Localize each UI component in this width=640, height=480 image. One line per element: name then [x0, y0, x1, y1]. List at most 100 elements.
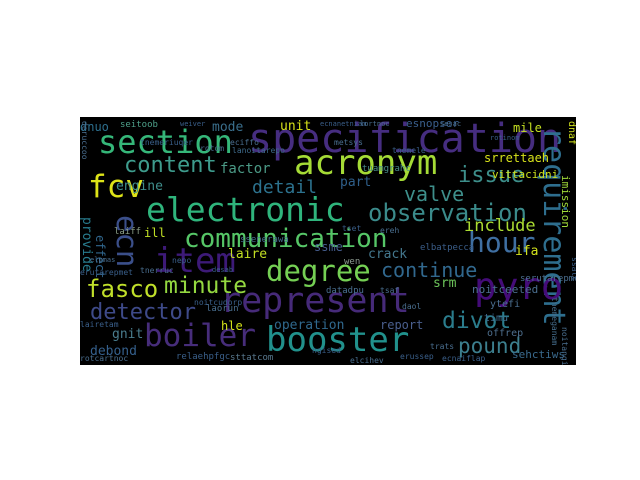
- word-hle: hle: [221, 319, 243, 333]
- word-effect: effect: [93, 235, 107, 279]
- word-trats: trats: [430, 342, 455, 351]
- word-weiver: weiver: [180, 120, 206, 128]
- word-laire: laire: [228, 247, 268, 262]
- word-section: section: [98, 123, 233, 161]
- word-dnaf: dnaf: [566, 121, 576, 146]
- word-tsaf: tsaf: [380, 286, 400, 295]
- word-fasco: fasco: [86, 275, 159, 303]
- word-vittacidni: vittacidni: [492, 168, 559, 181]
- word-rotinom: rotinom: [490, 134, 520, 142]
- word-detector: detector: [90, 300, 196, 325]
- word-erussep: erussep: [400, 352, 434, 361]
- word-ytefi: ytefi: [490, 299, 521, 310]
- word-continue: continue: [381, 258, 478, 282]
- word-desab: desab: [212, 266, 234, 274]
- word-nepo: nepo: [172, 256, 192, 265]
- word-relaehpfgc: relaehpfgc: [176, 352, 231, 362]
- word-mile: mile: [513, 121, 542, 135]
- word-crack: crack: [368, 247, 408, 262]
- word-ssme: ssme: [314, 240, 343, 254]
- word-tnemeriuqer: tnemeriuqer: [140, 138, 193, 147]
- word-issue: issue: [458, 163, 525, 188]
- word-laiff: laiff: [114, 227, 142, 237]
- word-electronic: electronic: [146, 190, 345, 229]
- word-noitangised: noitangised: [560, 327, 569, 365]
- word-item: item: [154, 241, 236, 281]
- word-report: report: [380, 318, 424, 332]
- word-dnuo: dnuo: [80, 120, 109, 134]
- word-factor: factor: [220, 161, 271, 177]
- word-sttatcom: sttatcom: [230, 353, 274, 363]
- word-timu: timu: [484, 313, 509, 324]
- word-ereh: ereh: [380, 226, 400, 235]
- word-hour: hour: [468, 226, 536, 259]
- word-ssalc: ssalc: [570, 257, 576, 282]
- word-esnopser: esnopser: [406, 117, 459, 130]
- word-offrep: offrep: [487, 328, 524, 339]
- word-gnit: gnit: [112, 327, 144, 342]
- word-srm: srm: [433, 276, 457, 291]
- word-ecnanetniam: ecnanetniam: [320, 120, 367, 128]
- word-debond: debond: [90, 344, 137, 359]
- word-content: content: [124, 153, 217, 178]
- word-ifa: ifa: [515, 244, 539, 259]
- word-specification: specification: [248, 117, 562, 162]
- word-metsys: metsys: [334, 138, 363, 147]
- word-ecn: ecn: [110, 215, 144, 268]
- word-provide: provide: [80, 217, 94, 272]
- word-datadpu: datadpu: [326, 286, 364, 296]
- word-laorun: laorun: [206, 304, 239, 314]
- word-lanoitarepo: lanoitarepo: [232, 146, 285, 155]
- word-imission: imission: [559, 175, 572, 228]
- word-detail: detail: [252, 177, 318, 198]
- word-seitoob: seitoob: [120, 120, 158, 130]
- word-wen: wen: [344, 257, 361, 267]
- word-lairetam: lairetam: [80, 320, 119, 329]
- word-tnemele: tnemele: [392, 146, 426, 155]
- word-mode: mode: [212, 120, 244, 135]
- word-ecnaiflap: ecnaiflap: [442, 354, 486, 363]
- word-degree: degree: [266, 254, 371, 288]
- word-divot: divot: [442, 308, 512, 334]
- word-pound: pound: [458, 334, 522, 358]
- word-elbatpecca: elbatpecca: [420, 243, 475, 253]
- word-observation: observation: [368, 199, 527, 227]
- word-eciffo: eciffo: [230, 138, 259, 147]
- word-serutarepmet: serutarepmet: [520, 274, 576, 284]
- word-tnerruc: tnerruc: [140, 266, 174, 275]
- word-tuamgrahc: tuamgrahc: [362, 164, 411, 174]
- word-daol: daol: [402, 302, 422, 311]
- word-minute: minute: [164, 273, 248, 299]
- word-rotom: rotom: [200, 144, 225, 153]
- word-cloud: specification section acronym content fcv ele…: [80, 117, 576, 365]
- word-part: part: [340, 175, 372, 190]
- word-ill: ill: [144, 226, 166, 240]
- word-sesac: sesac: [440, 120, 462, 128]
- word-operation: operation: [274, 318, 345, 333]
- word-tset: tset: [342, 224, 362, 233]
- word-represent: represent: [220, 281, 410, 321]
- word-srrettaeh: srrettaeh: [484, 151, 550, 165]
- word-sehctiws: sehctiws: [512, 348, 565, 361]
- word-boiler: boiler: [144, 318, 256, 354]
- word-communication: communication: [184, 224, 388, 254]
- word-requirement: requirement: [536, 127, 571, 326]
- word-elpmas: elpmas: [90, 256, 116, 264]
- word-ssenerawa: ssenerawa: [240, 235, 289, 245]
- word-unit: unit: [280, 119, 312, 134]
- word-booster: booster: [266, 320, 410, 360]
- word-include: include: [464, 216, 536, 236]
- word-tnemeganam: tnemeganam: [550, 297, 559, 346]
- word-erutarepmet: erutarepmet: [80, 268, 133, 277]
- word-deruccoo: deruccoo: [80, 121, 89, 160]
- word-engine: engine: [116, 179, 163, 194]
- word-noitcudorp: noitcudorp: [194, 298, 243, 307]
- word-valve: valve: [404, 182, 465, 206]
- word-elcihev: elcihev: [350, 356, 384, 365]
- word-rotcartnoc: rotcartnoc: [80, 354, 129, 363]
- word-lortnoc: lortnoc: [360, 120, 390, 128]
- word-ngised: ngised: [312, 346, 341, 355]
- word-fcv: fcv: [88, 169, 144, 205]
- word-acronym: acronym: [294, 143, 438, 183]
- word-pyro: pyro: [474, 265, 564, 308]
